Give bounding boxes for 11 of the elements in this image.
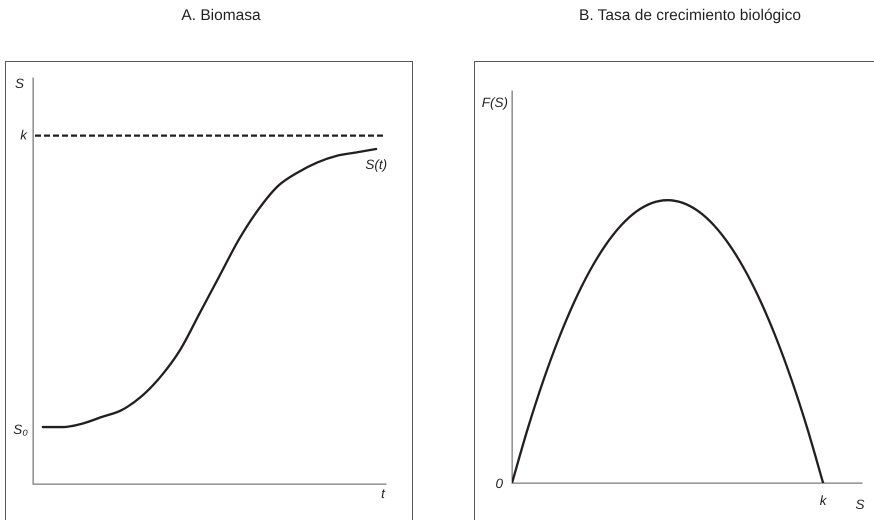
text: S₀ <box>13 422 28 437</box>
series-label: S(t) <box>365 156 388 172</box>
ref-line-label: k <box>20 127 28 142</box>
y-axis-title: F(S) <box>482 94 508 110</box>
x-axis-title: S <box>855 496 865 512</box>
chart-title: B. Tasa de crecimiento biológico <box>578 7 802 25</box>
text: 0 <box>495 476 504 491</box>
text: k <box>820 492 828 508</box>
x-axis-title: t <box>381 486 386 501</box>
chart-title: A. Biomasa <box>181 7 261 25</box>
y-axis-title: S <box>14 76 24 91</box>
